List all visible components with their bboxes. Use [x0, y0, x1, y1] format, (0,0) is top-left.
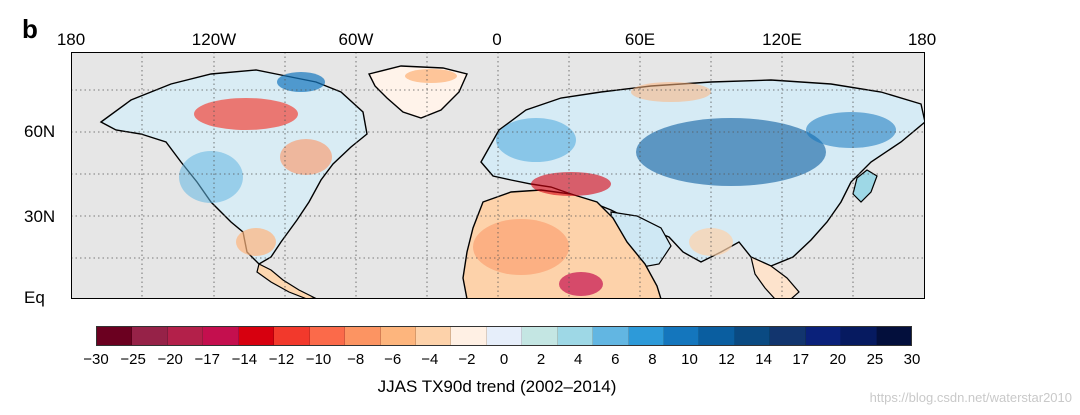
- colorbar-segment: [274, 327, 310, 345]
- colorbar-tick-label: 10: [681, 351, 698, 368]
- colorbar-segment: [557, 327, 594, 345]
- lon-label-120w: 120W: [191, 30, 237, 49]
- anomaly-sahel-hot: [559, 272, 603, 296]
- colorbar: [96, 326, 912, 346]
- colorbar-segment: [451, 327, 487, 345]
- lon-label-180w: 180: [56, 30, 86, 49]
- map-border: [71, 52, 925, 299]
- colorbar-tick-label: −25: [120, 351, 146, 368]
- anomaly-east-siberia-warm: [631, 82, 711, 102]
- lat-label-30n: 30N: [24, 207, 56, 226]
- colorbar-tick-label: 0: [499, 351, 509, 368]
- anomaly-us-east-warm: [280, 139, 332, 175]
- colorbar-tick-label: −12: [268, 351, 295, 368]
- anomaly-greenland-warm: [405, 69, 457, 83]
- lon-label-180e: 180: [907, 30, 937, 49]
- lon-label-60w: 60W: [338, 30, 374, 49]
- colorbar-tick-label: −30: [83, 351, 109, 368]
- anomaly-hudson-cool: [277, 72, 325, 92]
- watermark: https://blog.csdn.net/waterstar2010: [869, 390, 1072, 405]
- colorbar-segment: [876, 327, 912, 345]
- colorbar-tick-label: −14: [231, 351, 258, 368]
- colorbar-tick-label: −8: [347, 351, 365, 368]
- panel-label: b: [22, 14, 38, 44]
- colorbar-tick-label: 20: [829, 351, 847, 368]
- colorbar-tick-label: 14: [755, 351, 772, 368]
- colorbar-tick-label: 2: [536, 351, 546, 368]
- graticule: [71, 52, 925, 299]
- trend-map: [71, 52, 925, 299]
- colorbar-segment: [415, 327, 452, 345]
- colorbar-tick-label: 12: [718, 351, 735, 368]
- colorbar-segment: [132, 327, 168, 345]
- colorbar-segment: [593, 327, 629, 345]
- colorbar-segment: [203, 327, 239, 345]
- colorbar-tick-label: 30: [903, 351, 921, 368]
- colorbar-segment: [486, 327, 523, 345]
- colorbar-segment: [167, 327, 204, 345]
- colorbar-segment: [699, 327, 735, 345]
- colorbar-segment: [238, 327, 275, 345]
- colorbar-segment: [522, 327, 558, 345]
- colorbar-tick-label: 6: [611, 351, 620, 368]
- anomaly-central-asia-cool: [636, 118, 826, 186]
- landmass-japan: [852, 169, 878, 203]
- colorbar-tick-label: 4: [574, 351, 583, 368]
- anomaly-us-west-cool: [179, 151, 243, 203]
- anomaly-siberia-cool: [806, 112, 896, 148]
- colorbar-tick-label: −17: [194, 351, 220, 368]
- colorbar-segment: [734, 327, 771, 345]
- colorbar-segment: [770, 327, 806, 345]
- lat-label-eq: Eq: [24, 288, 45, 307]
- colorbar-tick-label: 25: [866, 351, 884, 368]
- colorbar-segment: [97, 327, 133, 345]
- map-canvas: [71, 52, 925, 299]
- colorbar-segment: [345, 327, 381, 345]
- anomaly-canada-warm: [194, 98, 298, 130]
- anomaly-europe-cool: [496, 118, 576, 162]
- colorbar-segment: [380, 327, 416, 345]
- anomaly-sahara-warm: [473, 219, 569, 275]
- colorbar-title: JJAS TX90d trend (2002–2014): [377, 377, 617, 396]
- colorbar-segment: [664, 327, 700, 345]
- lat-label-60n: 60N: [24, 122, 56, 141]
- colorbar-tick-label: −6: [384, 351, 402, 368]
- colorbar-tick-label: −10: [305, 351, 332, 368]
- lon-label-60e: 60E: [624, 30, 656, 49]
- colorbar-segment: [805, 327, 842, 345]
- lon-label-120e: 120E: [762, 30, 802, 49]
- colorbar-tick-label: −20: [157, 351, 183, 368]
- colorbar-segment: [628, 327, 664, 345]
- anomaly-mediterranean-warm: [531, 172, 611, 196]
- colorbar-segment: [309, 327, 346, 345]
- colorbar-tick-label: 17: [792, 351, 810, 368]
- colorbar-segment: [841, 327, 877, 345]
- landmass-se-asia: [750, 255, 800, 299]
- colorbar-tick-label: −4: [421, 351, 439, 368]
- colorbar-tick-label: −2: [458, 351, 476, 368]
- colorbar-tick-label: 8: [648, 351, 657, 368]
- anomaly-mexico-warm: [236, 228, 276, 256]
- lon-label-0: 0: [492, 30, 502, 49]
